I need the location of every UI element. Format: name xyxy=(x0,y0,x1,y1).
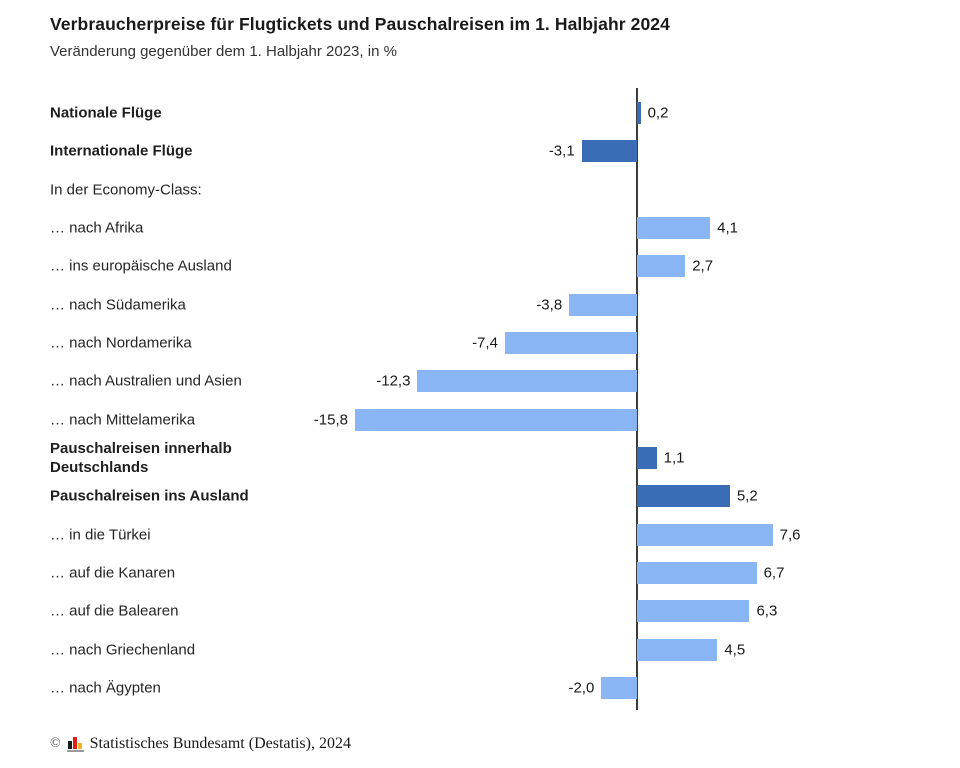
chart-row: Pauschalreisen innerhalb Deutschlands 1,1 xyxy=(0,439,960,477)
chart-title: Verbraucherpreise für Flugtickets und Pa… xyxy=(50,14,670,34)
chart-row: … nach Südamerika -3,8 xyxy=(0,285,960,323)
value-bar xyxy=(637,446,657,469)
category-label: … in die Türkei xyxy=(50,526,151,544)
value-label: 4,1 xyxy=(717,219,739,237)
value-label: -12,3 xyxy=(376,372,411,390)
value-bar xyxy=(637,561,757,584)
chart-row: … auf die Kanaren 6,7 xyxy=(0,554,960,592)
category-label: … nach Afrika xyxy=(50,219,144,237)
value-label: -7,4 xyxy=(472,334,498,352)
chart-row: … nach Mittelamerika -15,8 xyxy=(0,400,960,438)
category-label: Internationale Flüge xyxy=(50,142,193,160)
source-text: Statistisches Bundesamt (Destatis), 2024 xyxy=(89,735,351,752)
chart-subtitle: Veränderung gegenüber dem 1. Halbjahr 20… xyxy=(50,43,397,60)
category-label: Pauschalreisen innerhalb Deutschlands xyxy=(50,439,232,476)
category-label: … nach Australien und Asien xyxy=(50,372,242,390)
source-footer: © Statistisches Bundesamt (Destatis), 20… xyxy=(50,733,351,755)
value-label: 1,1 xyxy=(663,449,685,467)
value-bar xyxy=(581,140,637,163)
category-label: Nationale Flüge xyxy=(50,104,162,122)
destatis-logo-icon xyxy=(66,736,84,752)
value-bar xyxy=(417,370,637,393)
category-label: … nach Ägypten xyxy=(50,679,161,697)
value-bar xyxy=(637,523,773,546)
category-label: … auf die Kanaren xyxy=(50,564,176,582)
value-label: -3,8 xyxy=(536,296,563,314)
value-bar xyxy=(637,255,686,278)
value-label: 7,6 xyxy=(779,526,801,544)
value-bar xyxy=(504,331,637,354)
value-label: 0,2 xyxy=(647,104,669,122)
category-label: … nach Mittelamerika xyxy=(50,411,196,429)
chart-row: … in die Türkei 7,6 xyxy=(0,515,960,553)
chart-row: … nach Nordamerika -7,4 xyxy=(0,324,960,362)
value-bar xyxy=(637,600,750,623)
value-label: 5,2 xyxy=(736,487,758,505)
category-label: … nach Griechenland xyxy=(50,641,196,659)
category-label: In der Economy-Class: xyxy=(50,181,202,199)
chart-row: … nach Australien und Asien -12,3 xyxy=(0,362,960,400)
category-label: … ins europäische Ausland xyxy=(50,257,232,275)
chart-row: … nach Ägypten -2,0 xyxy=(0,669,960,707)
chart-row: … ins europäische Ausland 2,7 xyxy=(0,247,960,285)
value-bar xyxy=(637,102,641,124)
chart-row: Nationale Flüge 0,2 xyxy=(0,94,960,132)
chart-row: Internationale Flüge -3,1 xyxy=(0,132,960,170)
value-label: -3,1 xyxy=(548,142,575,160)
value-bar xyxy=(569,293,637,316)
zero-axis-line xyxy=(636,88,638,710)
value-label: -2,0 xyxy=(568,679,595,697)
value-bar xyxy=(637,485,730,508)
chart-row: In der Economy-Class: xyxy=(0,170,960,208)
value-bar xyxy=(637,638,718,661)
value-label: 6,7 xyxy=(763,564,785,582)
chart-row: … nach Afrika 4,1 xyxy=(0,209,960,247)
category-label: Pauschalreisen ins Ausland xyxy=(50,487,249,505)
category-label: … nach Nordamerika xyxy=(50,334,192,352)
chart-row: … auf die Balearen 6,3 xyxy=(0,592,960,630)
value-label: 6,3 xyxy=(756,602,778,620)
value-label: -15,8 xyxy=(313,411,348,429)
value-label: 4,5 xyxy=(724,641,746,659)
bar-chart: Nationale Flüge 0,2 Internationale Flüge -3… xyxy=(0,88,960,710)
value-label: 2,7 xyxy=(692,257,714,275)
category-label: … nach Südamerika xyxy=(50,296,186,314)
copyright-symbol: © xyxy=(50,736,61,751)
chart-row: … nach Griechenland 4,5 xyxy=(0,630,960,668)
chart-row: Pauschalreisen ins Ausland 5,2 xyxy=(0,477,960,515)
value-bar xyxy=(601,676,637,699)
value-bar xyxy=(637,216,711,239)
category-label: … auf die Balearen xyxy=(50,602,179,620)
value-bar xyxy=(354,408,637,431)
